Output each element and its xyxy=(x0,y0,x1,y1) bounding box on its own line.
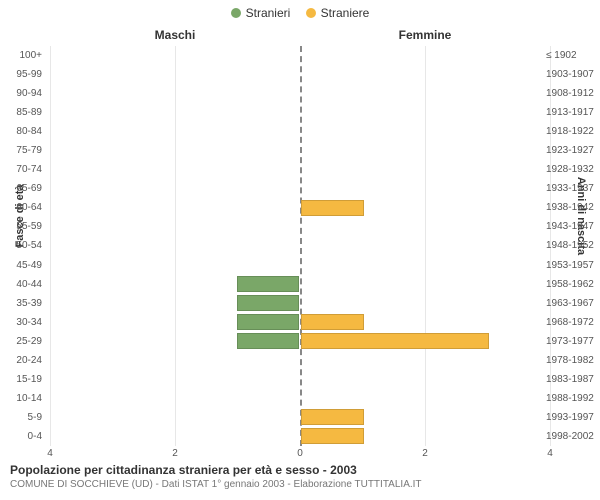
legend-swatch-female xyxy=(306,8,316,18)
age-label: 10-14 xyxy=(0,389,46,408)
bar-female xyxy=(301,428,364,444)
age-label: 20-24 xyxy=(0,351,46,370)
age-label: 5-9 xyxy=(0,408,46,427)
band-row xyxy=(50,370,550,389)
bar-female xyxy=(301,409,364,425)
legend-label-female: Straniere xyxy=(321,6,370,20)
birth-year-label: 1993-1997 xyxy=(542,408,600,427)
bar-female xyxy=(301,314,364,330)
age-label: 85-89 xyxy=(0,103,46,122)
chart-legend: Stranieri Straniere xyxy=(0,6,600,21)
birth-year-label: 1963-1967 xyxy=(542,294,600,313)
age-label: 40-44 xyxy=(0,275,46,294)
birth-year-label: 1983-1987 xyxy=(542,370,600,389)
bar-male xyxy=(237,276,300,292)
legend-item-female: Straniere xyxy=(306,6,370,20)
plot-area xyxy=(50,46,550,446)
x-tick-label: 2 xyxy=(422,448,428,459)
band-row xyxy=(50,427,550,446)
chart-subtitle: COMUNE DI SOCCHIEVE (UD) - Dati ISTAT 1°… xyxy=(10,479,590,490)
band-row xyxy=(50,408,550,427)
age-label: 15-19 xyxy=(0,370,46,389)
birth-year-label: 1908-1912 xyxy=(542,84,600,103)
age-label: 95-99 xyxy=(0,65,46,84)
age-label: 45-49 xyxy=(0,256,46,275)
band-row xyxy=(50,141,550,160)
age-label: 65-69 xyxy=(0,179,46,198)
band-row xyxy=(50,236,550,255)
band-row xyxy=(50,332,550,351)
birth-year-label: ≤ 1902 xyxy=(542,46,600,65)
birth-year-label: 1978-1982 xyxy=(542,351,600,370)
band-row xyxy=(50,46,550,65)
legend-swatch-male xyxy=(231,8,241,18)
birth-year-label: 1948-1952 xyxy=(542,236,600,255)
age-label: 100+ xyxy=(0,46,46,65)
x-tick-label: 2 xyxy=(172,448,178,459)
x-tick-label: 0 xyxy=(297,448,303,459)
birth-year-label: 1973-1977 xyxy=(542,332,600,351)
band-row xyxy=(50,294,550,313)
birth-year-label: 1923-1927 xyxy=(542,141,600,160)
left-age-labels: 100+95-9990-9485-8980-8475-7970-7465-696… xyxy=(0,46,46,446)
birth-year-label: 1913-1917 xyxy=(542,103,600,122)
band-row xyxy=(50,103,550,122)
age-label: 35-39 xyxy=(0,294,46,313)
band-row xyxy=(50,160,550,179)
band-row xyxy=(50,217,550,236)
birth-year-label: 1988-1992 xyxy=(542,389,600,408)
birth-year-label: 1933-1937 xyxy=(542,179,600,198)
band-row xyxy=(50,84,550,103)
x-tick-label: 4 xyxy=(47,448,53,459)
chart-footer: Popolazione per cittadinanza straniera p… xyxy=(10,463,590,490)
age-label: 60-64 xyxy=(0,198,46,217)
bar-male xyxy=(237,295,300,311)
age-label: 80-84 xyxy=(0,122,46,141)
band-row xyxy=(50,389,550,408)
x-tick-label: 4 xyxy=(547,448,553,459)
col-title-left: Maschi xyxy=(50,28,300,42)
age-label: 50-54 xyxy=(0,236,46,255)
birth-year-label: 1998-2002 xyxy=(542,427,600,446)
column-titles: Maschi Femmine xyxy=(50,28,550,42)
band-row xyxy=(50,256,550,275)
bar-female xyxy=(301,200,364,216)
age-label: 70-74 xyxy=(0,160,46,179)
age-label: 30-34 xyxy=(0,313,46,332)
bar-male xyxy=(237,314,300,330)
birth-year-label: 1928-1932 xyxy=(542,160,600,179)
birth-year-label: 1918-1922 xyxy=(542,122,600,141)
birth-year-label: 1903-1907 xyxy=(542,65,600,84)
age-label: 75-79 xyxy=(0,141,46,160)
right-birth-labels: ≤ 19021903-19071908-19121913-19171918-19… xyxy=(542,46,600,446)
age-label: 55-59 xyxy=(0,217,46,236)
bar-female xyxy=(301,333,489,349)
age-label: 25-29 xyxy=(0,332,46,351)
birth-year-label: 1938-1942 xyxy=(542,198,600,217)
legend-label-male: Stranieri xyxy=(246,6,291,20)
col-title-right: Femmine xyxy=(300,28,550,42)
bar-male xyxy=(237,333,300,349)
band-row xyxy=(50,179,550,198)
band-row xyxy=(50,198,550,217)
band-row xyxy=(50,313,550,332)
legend-item-male: Stranieri xyxy=(231,6,291,20)
age-label: 90-94 xyxy=(0,84,46,103)
age-label: 0-4 xyxy=(0,427,46,446)
chart-title: Popolazione per cittadinanza straniera p… xyxy=(10,463,590,477)
band-row xyxy=(50,65,550,84)
band-row xyxy=(50,275,550,294)
birth-year-label: 1953-1957 xyxy=(542,256,600,275)
band-row xyxy=(50,351,550,370)
birth-year-label: 1958-1962 xyxy=(542,275,600,294)
birth-year-label: 1943-1947 xyxy=(542,217,600,236)
band-row xyxy=(50,122,550,141)
birth-year-label: 1968-1972 xyxy=(542,313,600,332)
